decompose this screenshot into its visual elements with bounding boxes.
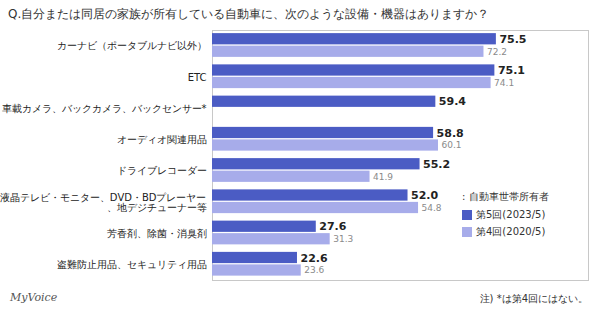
svg-text:ドライブレコーダー: ドライブレコーダー bbox=[117, 165, 207, 176]
svg-text:52.0: 52.0 bbox=[411, 189, 438, 202]
svg-text:31.3: 31.3 bbox=[333, 234, 353, 244]
svg-text:54.8: 54.8 bbox=[422, 203, 442, 213]
svg-text:盗難防止用品、セキュリティ用品: 盗難防止用品、セキュリティ用品 bbox=[57, 259, 207, 270]
svg-text:液晶テレビ・モニター、DVD・BDプレーヤー、地デジチューナ: 液晶テレビ・モニター、DVD・BDプレーヤー、地デジチューナー等 bbox=[0, 192, 207, 213]
svg-text:60.1: 60.1 bbox=[441, 140, 461, 150]
svg-text:59.4: 59.4 bbox=[439, 95, 466, 108]
html-text:注) *は第4回にはない。: 注) *は第4回にはない。 bbox=[479, 293, 588, 304]
svg-text:41.9: 41.9 bbox=[373, 172, 393, 182]
svg-text:75.1: 75.1 bbox=[498, 64, 525, 77]
svg-text:55.2: 55.2 bbox=[423, 158, 450, 171]
svg-text:75.5: 75.5 bbox=[499, 33, 526, 46]
svg-text:74.1: 74.1 bbox=[494, 78, 514, 88]
html-text:: 自動車世帯所有者: : 自動車世帯所有者 bbox=[462, 191, 549, 202]
svg-text:カーナビ（ポータブルナビ以外）: カーナビ（ポータブルナビ以外） bbox=[57, 40, 207, 51]
svg-text:27.6: 27.6 bbox=[319, 220, 346, 233]
svg-text:芳香剤、除菌・消臭剤: 芳香剤、除菌・消臭剤 bbox=[107, 228, 207, 239]
svg-text:オーディオ関連用品: オーディオ関連用品 bbox=[117, 134, 207, 145]
svg-text:58.8: 58.8 bbox=[437, 127, 464, 140]
html-text:MyVoice: MyVoice bbox=[10, 291, 58, 304]
html-text:第5回(2023/5): 第5回(2023/5) bbox=[476, 209, 546, 220]
html-text:第4回(2020/5): 第4回(2020/5) bbox=[476, 226, 546, 237]
svg-text:22.6: 22.6 bbox=[300, 252, 327, 265]
svg-text:72.2: 72.2 bbox=[487, 47, 507, 57]
svg-text:車載カメラ、バックカメラ、バックセンサー*: 車載カメラ、バックカメラ、バックセンサー* bbox=[2, 103, 207, 114]
svg-text:ETC: ETC bbox=[188, 72, 207, 83]
html-text:Q.自分または同居の家族が所有している自動車に、次のような設: Q.自分または同居の家族が所有している自動車に、次のような設備・機器はありますか… bbox=[8, 7, 490, 21]
svg-text:23.6: 23.6 bbox=[304, 265, 324, 275]
